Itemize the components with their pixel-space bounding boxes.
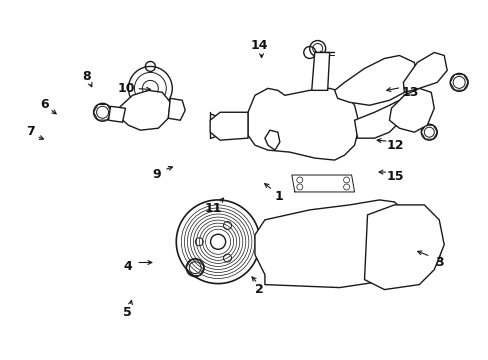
Polygon shape	[108, 106, 125, 122]
Polygon shape	[254, 200, 413, 288]
Polygon shape	[403, 53, 447, 92]
Text: 12: 12	[386, 139, 404, 152]
Polygon shape	[168, 98, 185, 120]
Text: 8: 8	[81, 69, 90, 82]
Text: 9: 9	[152, 168, 161, 181]
Text: 2: 2	[254, 283, 263, 296]
Polygon shape	[354, 100, 404, 138]
Text: 4: 4	[123, 260, 132, 273]
Text: 10: 10	[118, 82, 135, 95]
Polygon shape	[364, 205, 443, 289]
Text: 7: 7	[26, 125, 35, 138]
Text: 14: 14	[250, 39, 267, 52]
Polygon shape	[247, 88, 359, 160]
Text: 13: 13	[401, 86, 418, 99]
Polygon shape	[311, 53, 329, 90]
Polygon shape	[118, 90, 170, 130]
Polygon shape	[388, 88, 433, 132]
Text: 3: 3	[434, 256, 443, 269]
Text: 1: 1	[274, 190, 283, 203]
Text: 5: 5	[123, 306, 132, 319]
Text: 15: 15	[386, 170, 404, 183]
Text: 6: 6	[41, 98, 49, 111]
Polygon shape	[334, 55, 416, 105]
Text: 11: 11	[203, 202, 221, 215]
Polygon shape	[210, 112, 247, 140]
Polygon shape	[264, 130, 279, 150]
